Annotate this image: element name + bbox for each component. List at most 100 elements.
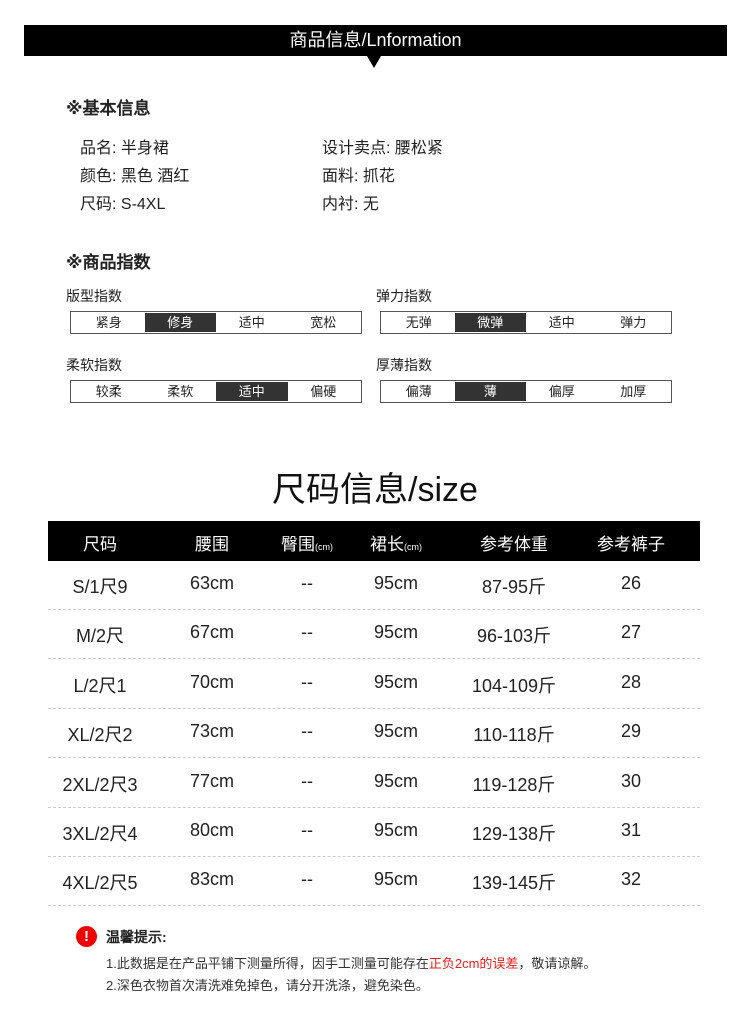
- table-row: M/2尺 67cm -- 95cm 96-103斤 27: [48, 610, 700, 660]
- size-table-header: 尺码 腰围 臀围(cm) 裙长(cm) 参考体重 参考裤子: [48, 521, 700, 561]
- table-cell: 80cm: [189, 820, 235, 840]
- header-unit: (cm): [315, 542, 333, 552]
- scale-option: 适中: [216, 382, 288, 401]
- table-cell: 32: [620, 869, 642, 890]
- scale-label: 厚薄指数: [376, 357, 432, 373]
- info-label: 设计卖点:: [322, 140, 391, 157]
- index-scale: 无弹 微弹 适中 弹力: [380, 311, 672, 334]
- info-item: 设计卖点: 腰松紧: [322, 134, 443, 158]
- tips-title: 温馨提示:: [106, 929, 167, 945]
- table-row: 3XL/2尺4 80cm -- 95cm 129-138斤 31: [48, 808, 700, 857]
- info-item: 内衬: 无: [322, 190, 379, 214]
- tip-line-2: 2.深色衣物首次清洗难免掉色，请分开洗涤，避免染色。: [106, 978, 429, 993]
- scale-option: 弹力: [620, 315, 647, 330]
- table-cell: 129-138斤: [471, 824, 557, 844]
- table-cell: 95cm: [373, 770, 419, 791]
- scale-option: 偏硬: [310, 384, 337, 399]
- scale-label: 版型指数: [66, 288, 122, 304]
- header-text: 参考裤子: [597, 535, 665, 554]
- table-cell: 96-103斤: [476, 626, 552, 647]
- scale-option: 偏厚: [548, 384, 575, 399]
- column-header: 腰围: [195, 530, 229, 555]
- index-scale: 较柔 柔软 适中 偏硬: [70, 380, 362, 403]
- table-cell: 26: [620, 573, 642, 593]
- table-cell: 95cm: [373, 573, 419, 593]
- scale-option: 修身: [144, 313, 216, 332]
- table-row: L/2尺1 70cm -- 95cm 104-109斤 28: [48, 660, 700, 709]
- table-cell: 95cm: [373, 622, 419, 643]
- table-cell: 95cm: [373, 869, 419, 890]
- info-item: 颜色: 黑色 酒红: [80, 162, 189, 186]
- table-cell: 104-109斤: [471, 675, 557, 696]
- table-cell: M/2尺: [75, 626, 125, 647]
- info-value: 抓花: [362, 168, 395, 185]
- scale-option: 较柔: [95, 384, 122, 399]
- info-item: 品名: 半身裙: [80, 134, 169, 158]
- tip-highlight: 正负2cm的误差: [428, 956, 519, 971]
- table-cell: L/2尺1: [73, 675, 127, 696]
- table-cell: 4XL/2尺5: [62, 873, 138, 894]
- info-item: 尺码: S-4XL: [80, 190, 165, 214]
- table-cell: --: [301, 573, 313, 593]
- product-index-heading: ※商品指数: [66, 253, 151, 272]
- info-value: 腰松紧: [394, 140, 443, 157]
- table-cell: 95cm: [373, 671, 419, 692]
- info-label: 面料:: [322, 168, 359, 185]
- tip-text: 1.此数据是在产品平铺下测量所得，因手工测量可能存在: [106, 956, 429, 971]
- table-cell: 31: [620, 820, 642, 840]
- info-value: S-4XL: [120, 196, 166, 213]
- scale-option: 偏薄: [405, 384, 432, 399]
- table-cell: --: [301, 770, 313, 791]
- tip-line-1: 1.此数据是在产品平铺下测量所得，因手工测量可能存在正负2cm的误差，敬请谅解。: [106, 953, 596, 972]
- tip-text: ，敬请谅解。: [518, 956, 597, 971]
- table-cell: --: [301, 820, 313, 840]
- table-row: 2XL/2尺3 77cm -- 95cm 119-128斤 30: [48, 759, 700, 808]
- info-label: 颜色:: [80, 168, 117, 185]
- banner-pointer: [367, 56, 381, 68]
- table-cell: XL/2尺2: [67, 725, 133, 746]
- scale-option: 无弹: [405, 315, 432, 330]
- scale-option: 加厚: [620, 384, 647, 399]
- scale-option: 宽松: [310, 315, 337, 330]
- header-unit: (cm): [404, 542, 422, 552]
- table-cell: 28: [620, 671, 642, 692]
- info-label: 尺码:: [80, 196, 117, 213]
- table-cell: --: [301, 671, 313, 692]
- table-cell: 27: [620, 622, 642, 643]
- basic-info-heading: ※基本信息: [66, 99, 151, 118]
- header-text: 腰围: [195, 535, 229, 554]
- table-cell: 2XL/2尺3: [62, 774, 138, 795]
- scale-option: 微弹: [454, 313, 526, 332]
- table-cell: 110-118斤: [473, 725, 555, 746]
- scale-label: 弹力指数: [376, 288, 432, 304]
- table-cell: 139-145斤: [471, 873, 557, 894]
- column-header: 参考体重: [480, 530, 548, 555]
- table-cell: --: [301, 869, 313, 890]
- column-header: 参考裤子: [597, 530, 665, 555]
- scale-option: 薄: [454, 382, 526, 401]
- header-text: 参考体重: [480, 535, 548, 554]
- info-label: 品名:: [80, 140, 117, 157]
- table-cell: 3XL/2尺4: [62, 824, 138, 844]
- scale-option: 柔软: [167, 384, 194, 399]
- header-text: 尺码: [83, 535, 117, 554]
- table-cell: 70cm: [189, 671, 235, 692]
- table-cell: 77cm: [189, 770, 235, 791]
- table-cell: 83cm: [189, 869, 235, 890]
- scale-option: 适中: [238, 315, 265, 330]
- index-scale: 偏薄 薄 偏厚 加厚: [380, 380, 672, 403]
- info-value: 无: [362, 196, 379, 213]
- column-header: 臀围(cm): [281, 530, 333, 555]
- column-header: 裙长(cm): [370, 530, 422, 555]
- info-value: 半身裙: [120, 140, 169, 157]
- info-banner: 商品信息/Lnformation: [24, 25, 727, 56]
- table-cell: 119-128斤: [472, 774, 556, 795]
- table-row: XL/2尺2 73cm -- 95cm 110-118斤 29: [48, 709, 700, 759]
- warning-icon: !: [76, 926, 97, 947]
- table-cell: 73cm: [189, 721, 235, 742]
- column-header: 尺码: [83, 530, 117, 555]
- info-label: 内衬:: [322, 196, 359, 213]
- index-scale: 紧身 修身 适中 宽松: [70, 311, 362, 334]
- table-cell: 63cm: [189, 573, 235, 593]
- table-cell: 95cm: [373, 820, 419, 840]
